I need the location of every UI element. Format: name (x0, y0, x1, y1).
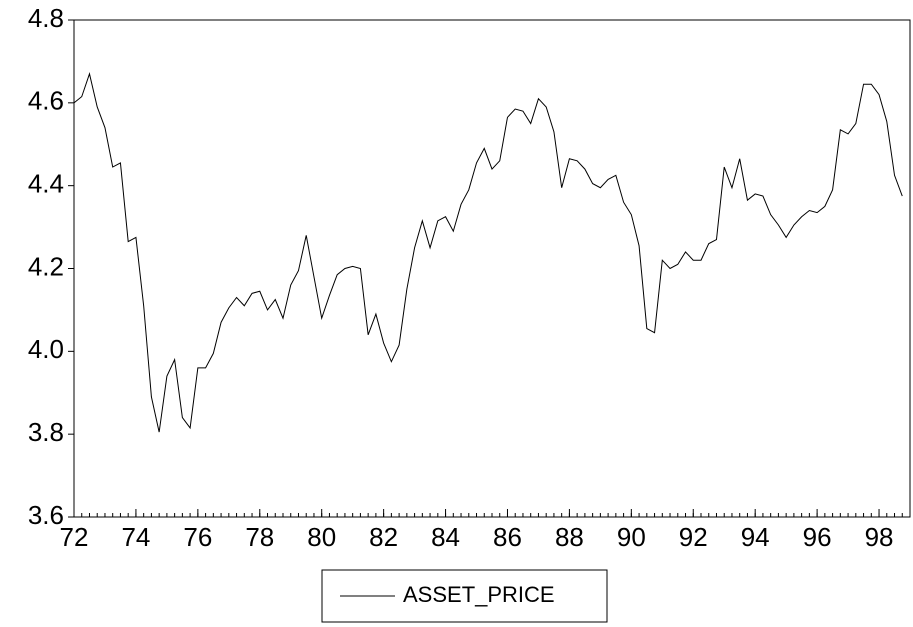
x-tick-label: 88 (555, 522, 584, 552)
x-tick-label: 78 (245, 522, 274, 552)
y-tick-label: 3.6 (28, 500, 64, 530)
x-tick-label: 96 (803, 522, 832, 552)
x-tick-label: 98 (865, 522, 894, 552)
y-tick-label: 4.4 (28, 169, 64, 199)
x-tick-label: 74 (121, 522, 150, 552)
x-tick-label: 92 (679, 522, 708, 552)
x-tick-label: 76 (183, 522, 212, 552)
legend-label: ASSET_PRICE (403, 582, 555, 607)
y-tick-label: 4.2 (28, 251, 64, 281)
y-tick-label: 4.6 (28, 86, 64, 116)
y-tick-label: 3.8 (28, 417, 64, 447)
x-tick-label: 94 (741, 522, 770, 552)
x-tick-label: 82 (369, 522, 398, 552)
x-tick-label: 80 (307, 522, 336, 552)
y-tick-label: 4.0 (28, 334, 64, 364)
x-tick-label: 84 (431, 522, 460, 552)
x-tick-label: 90 (617, 522, 646, 552)
y-tick-label: 4.8 (28, 3, 64, 33)
x-tick-label: 86 (493, 522, 522, 552)
x-tick-label: 72 (60, 522, 89, 552)
plot-frame (73, 19, 911, 518)
series-line (73, 72, 903, 433)
